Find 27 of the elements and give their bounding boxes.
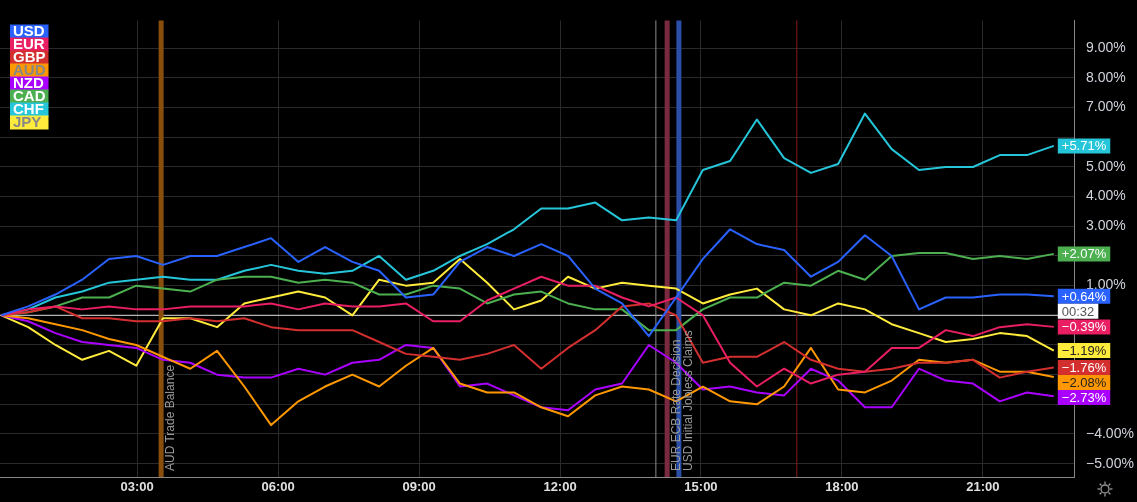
x-tick-label: 21:00: [966, 479, 1000, 495]
y-tick-label: −4.00%: [1086, 424, 1134, 441]
y-tick-label: −5.00%: [1086, 454, 1134, 471]
annotation: 00:32: [1061, 303, 1095, 319]
data-label: −2.73%: [1061, 390, 1107, 406]
data-label: −2.08%: [1061, 375, 1107, 391]
ref-line-label: USD Initial Jobless Claims: [681, 330, 696, 471]
x-tick-label: 12:00: [543, 479, 577, 495]
y-tick-label: 9.00%: [1086, 39, 1126, 56]
x-tick-label: 09:00: [402, 479, 436, 495]
y-tick-label: 8.00%: [1086, 68, 1126, 85]
x-tick-label: 06:00: [261, 479, 295, 495]
ref-line-label: EUR ECB Rate Decision: [669, 339, 684, 471]
data-label: −1.19%: [1061, 343, 1107, 359]
ref-line-label: AUD Trade Balance: [163, 364, 178, 471]
y-tick-label: 4.00%: [1086, 187, 1126, 204]
data-label: −1.76%: [1061, 360, 1107, 376]
data-label: −0.39%: [1061, 319, 1107, 335]
data-label: +5.71%: [1061, 138, 1107, 154]
x-tick-label: 15:00: [684, 479, 718, 495]
x-tick-label: 03:00: [120, 479, 154, 495]
data-label: +2.07%: [1061, 246, 1107, 262]
y-tick-label: 5.00%: [1086, 157, 1126, 174]
y-tick-label: 7.00%: [1086, 98, 1126, 115]
y-tick-label: 3.00%: [1086, 217, 1126, 234]
x-tick-label: 18:00: [825, 479, 859, 495]
text: USD: [13, 21, 45, 39]
